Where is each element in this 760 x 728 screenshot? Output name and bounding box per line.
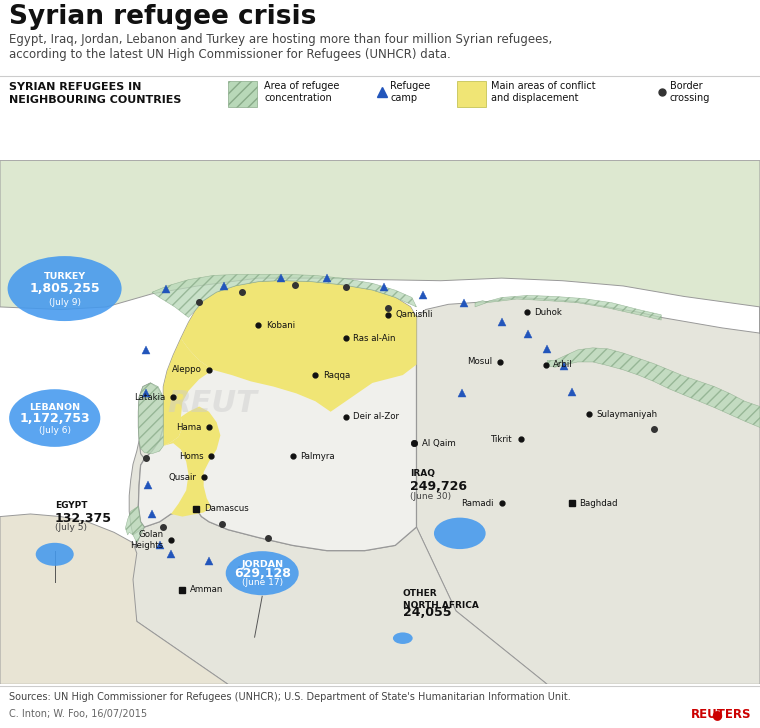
Polygon shape	[129, 509, 547, 684]
Ellipse shape	[8, 256, 122, 321]
Text: Border
crossing: Border crossing	[670, 81, 710, 103]
Text: Arbil: Arbil	[553, 360, 573, 369]
Text: LEBANON: LEBANON	[29, 403, 81, 411]
Text: TURKEY: TURKEY	[43, 272, 86, 281]
Text: 1,805,255: 1,805,255	[30, 282, 100, 295]
Ellipse shape	[226, 551, 299, 596]
Polygon shape	[138, 281, 416, 550]
Ellipse shape	[36, 543, 74, 566]
Text: 629,128: 629,128	[234, 566, 290, 579]
Text: 132,375: 132,375	[55, 512, 112, 525]
Text: Tikrit: Tikrit	[492, 435, 513, 443]
Text: Ramadi: Ramadi	[461, 499, 494, 508]
Text: Mosul: Mosul	[467, 357, 492, 366]
Text: ●: ●	[711, 708, 722, 721]
Text: Kobani: Kobani	[266, 321, 295, 330]
Text: Baghdad: Baghdad	[579, 499, 618, 508]
FancyBboxPatch shape	[228, 81, 257, 107]
Polygon shape	[163, 339, 213, 446]
Text: JORDAN: JORDAN	[241, 561, 283, 569]
Text: (July 6): (July 6)	[39, 426, 71, 435]
Text: Palmyra: Palmyra	[300, 452, 335, 461]
Text: C. Inton; W. Foo, 16/07/2015: C. Inton; W. Foo, 16/07/2015	[9, 709, 147, 719]
Text: IRAQ: IRAQ	[410, 469, 435, 478]
Polygon shape	[416, 298, 760, 684]
Ellipse shape	[9, 389, 100, 447]
Polygon shape	[138, 383, 163, 454]
Text: Refugee
camp: Refugee camp	[391, 81, 430, 103]
Text: (June 30): (June 30)	[410, 491, 451, 501]
Text: 249,726: 249,726	[410, 480, 467, 493]
Text: Ras al-Ain: Ras al-Ain	[353, 334, 396, 343]
Text: Qusair: Qusair	[168, 472, 196, 482]
Text: Aleppo: Aleppo	[172, 365, 201, 374]
Text: 1,172,753: 1,172,753	[20, 411, 90, 424]
Polygon shape	[0, 514, 228, 684]
Polygon shape	[475, 296, 661, 320]
Ellipse shape	[393, 633, 413, 644]
Text: Damascus: Damascus	[204, 505, 249, 513]
Text: Egypt, Iraq, Jordan, Lebanon and Turkey are hosting more than four million Syria: Egypt, Iraq, Jordan, Lebanon and Turkey …	[9, 33, 553, 61]
Text: Amman: Amman	[190, 585, 223, 595]
Text: Hama: Hama	[176, 423, 201, 432]
FancyBboxPatch shape	[457, 81, 486, 107]
Text: Latakia: Latakia	[135, 392, 166, 402]
Text: Duhok: Duhok	[534, 308, 562, 317]
Text: Golan
Heights: Golan Heights	[130, 531, 163, 550]
Polygon shape	[152, 274, 416, 317]
Text: Qamishli: Qamishli	[395, 310, 432, 320]
Text: SYRIAN REFUGEES IN
NEIGHBOURING COUNTRIES: SYRIAN REFUGEES IN NEIGHBOURING COUNTRIE…	[9, 82, 182, 105]
Text: Sources: UN High Commissioner for Refugees (UNHCR); U.S. Department of State's H: Sources: UN High Commissioner for Refuge…	[9, 692, 571, 702]
Text: Homs: Homs	[179, 452, 204, 461]
Text: Main areas of conflict
and displacement: Main areas of conflict and displacement	[491, 81, 596, 103]
Text: EGYPT: EGYPT	[55, 501, 87, 510]
Polygon shape	[0, 160, 760, 309]
Text: (June 17): (June 17)	[242, 578, 283, 587]
Text: Deir al-Zor: Deir al-Zor	[353, 413, 400, 422]
Polygon shape	[181, 281, 416, 412]
Text: (July 5): (July 5)	[55, 523, 87, 532]
Polygon shape	[129, 440, 144, 535]
Text: (July 9): (July 9)	[49, 298, 81, 306]
Text: Al Qaim: Al Qaim	[422, 439, 455, 448]
Text: Area of refugee
concentration: Area of refugee concentration	[264, 81, 340, 103]
Polygon shape	[547, 348, 760, 427]
Text: Syrian refugee crisis: Syrian refugee crisis	[9, 4, 316, 30]
Text: Sulaymaniyah: Sulaymaniyah	[597, 410, 657, 419]
Text: OTHER: OTHER	[403, 589, 438, 598]
Ellipse shape	[434, 518, 486, 549]
Polygon shape	[163, 406, 220, 517]
Polygon shape	[125, 506, 144, 543]
Text: NORTH AFRICA: NORTH AFRICA	[403, 601, 479, 609]
Text: 24,055: 24,055	[403, 606, 451, 619]
Text: Raqqa: Raqqa	[323, 371, 350, 379]
Text: REUT: REUT	[167, 389, 257, 419]
Polygon shape	[138, 383, 163, 459]
Text: REUTERS: REUTERS	[690, 708, 751, 721]
